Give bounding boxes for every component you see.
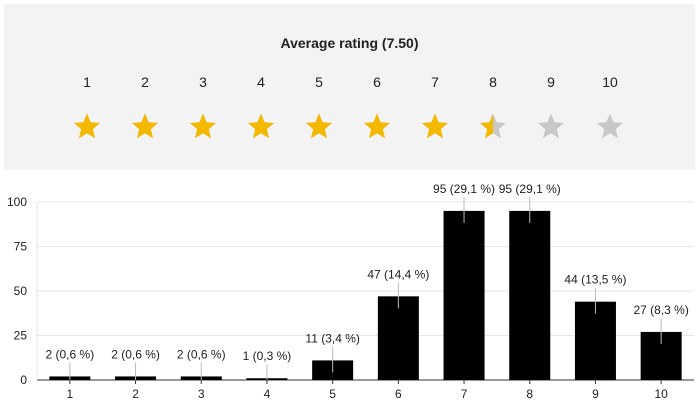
data-label: 44 (13,5 %): [564, 273, 626, 287]
bar: [443, 210, 485, 380]
star-number-7: 7: [431, 74, 439, 90]
data-label: 11 (3,4 %): [305, 331, 359, 345]
star-number-1: 1: [83, 74, 91, 90]
star-number-9: 9: [547, 74, 555, 90]
data-label: 27 (8,3 %): [633, 303, 688, 317]
star-icon: [422, 113, 448, 139]
x-tick-label: 10: [654, 387, 668, 401]
x-tick-label: 1: [67, 387, 74, 401]
data-label: 2 (0,6 %): [46, 347, 95, 361]
star-number-5: 5: [315, 74, 323, 90]
data-label: 95 (29,1 %): [433, 182, 495, 196]
star-number-10: 10: [602, 74, 618, 90]
x-tick-label: 3: [198, 387, 205, 401]
star-icon: [132, 113, 158, 139]
y-tick-label: 50: [14, 284, 28, 298]
star-icon: [480, 113, 506, 139]
data-label: 1 (0,3 %): [243, 349, 292, 363]
x-tick-label: 4: [264, 387, 271, 401]
bar: [509, 210, 551, 380]
star-icon: [248, 113, 274, 139]
star-number-2: 2: [141, 74, 149, 90]
x-tick-label: 7: [461, 387, 468, 401]
data-label: 47 (14,4 %): [367, 267, 429, 281]
x-tick-label: 8: [526, 387, 533, 401]
data-label: 95 (29,1 %): [499, 182, 561, 196]
y-tick-label: 0: [20, 373, 27, 387]
star-number-8: 8: [489, 74, 497, 90]
star-number-6: 6: [373, 74, 381, 90]
y-tick-label: 25: [14, 329, 28, 343]
star-number-3: 3: [199, 74, 207, 90]
star-icon: [597, 113, 623, 139]
x-tick-label: 9: [592, 387, 599, 401]
average-rating-panel: Average rating (7.50) 1 2 3 4 5 6 7 8 9 10: [4, 4, 695, 170]
data-label: 2 (0,6 %): [177, 347, 226, 361]
star-icon: [74, 113, 100, 139]
data-label: 2 (0,6 %): [111, 347, 160, 361]
average-rating-title: Average rating (7.50): [280, 35, 419, 51]
bar: [574, 301, 616, 380]
star-icon: [364, 113, 390, 139]
y-tick-label: 75: [14, 240, 28, 254]
star-icon: [190, 113, 216, 139]
star-icon: [306, 113, 332, 139]
rating-distribution-chart: 0 25 50 75 100 2 (0,6 %) 1 2 (0,6 %) 2 2 (0,6 %) 3…: [0, 180, 699, 405]
bar: [377, 296, 419, 380]
star-icon: [538, 113, 564, 139]
x-tick-label: 6: [395, 387, 402, 401]
x-tick-label: 2: [132, 387, 139, 401]
y-tick-label: 100: [7, 195, 27, 209]
x-tick-label: 5: [329, 387, 336, 401]
star-number-4: 4: [257, 74, 265, 90]
